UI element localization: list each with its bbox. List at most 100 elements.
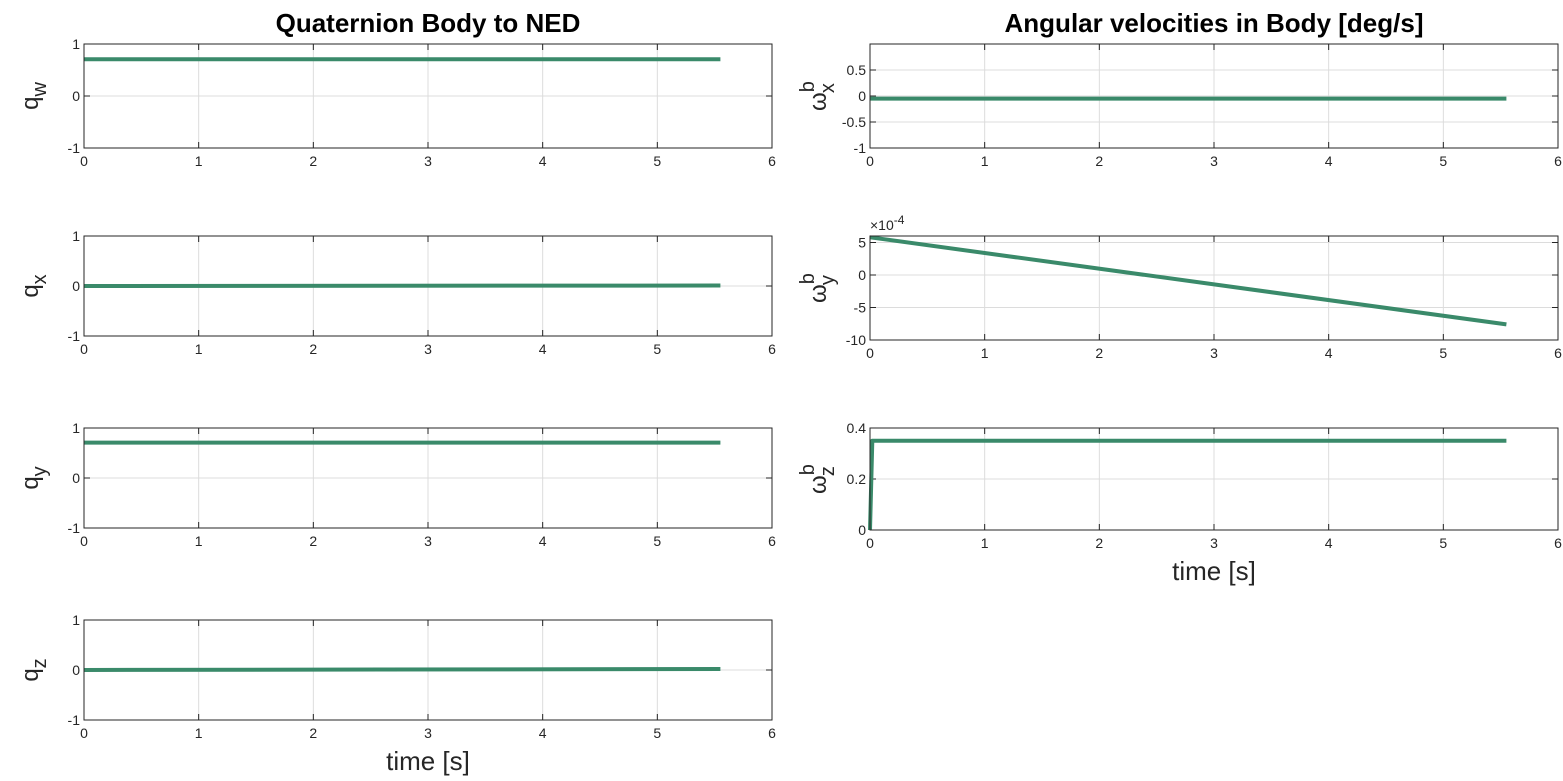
x-tick-label: 2 [309,725,317,741]
x-tick-label: 5 [653,533,661,549]
x-tick-label: 5 [653,725,661,741]
x-tick-label: 4 [1325,535,1333,551]
y-tick-label: -1 [68,140,81,156]
x-tick-label: 3 [424,533,432,549]
x-tick-label: 2 [309,533,317,549]
y-tick-label: 1 [72,612,80,628]
x-tick-label: 2 [309,341,317,357]
y-tick-label: -10 [846,332,866,348]
axes-box [83,43,773,149]
axes-box [869,427,1559,531]
x-tick-label: 0 [866,535,874,551]
y-exponent-label: ×10-4 [870,213,905,233]
x-tick-label: 2 [1095,535,1103,551]
x-tick-label: 3 [424,153,432,169]
y-axis-label: qw [17,82,51,110]
x-tick-label: 1 [195,533,203,549]
x-tick-label: 4 [1325,345,1333,361]
x-tick-label: 3 [424,341,432,357]
x-axis-label: time [s] [386,746,470,776]
x-axis-label: time [s] [1172,556,1256,586]
x-tick-label: 0 [80,725,88,741]
y-tick-label: 1 [72,36,80,52]
x-tick-label: 5 [1439,153,1447,169]
x-tick-label: 6 [1554,535,1562,551]
y-tick-label: 0 [72,278,80,294]
x-tick-label: 3 [1210,153,1218,169]
x-tick-label: 0 [866,345,874,361]
series-line [83,667,721,672]
x-tick-label: 6 [768,533,776,549]
subplot-title: Angular velocities in Body [deg/s] [1005,8,1424,38]
x-tick-label: 1 [981,535,989,551]
y-tick-label: 0 [72,662,80,678]
y-tick-label: 1 [72,228,80,244]
series-line [868,438,1507,531]
x-tick-label: 3 [424,725,432,741]
y-tick-label: 0 [858,88,866,104]
x-tick-label: 5 [653,341,661,357]
subplot-5: 0 1 2 3 4 5 6 -1 -0.5 0 0.5 Angular velocities in B… [797,8,1562,169]
x-tick-label: 0 [80,153,88,169]
x-tick-label: 6 [1554,345,1562,361]
y-tick-label: -1 [854,140,867,156]
y-axis-label: ωbx [797,81,839,111]
x-tick-label: 6 [768,153,776,169]
y-axis-label: qx [17,274,51,297]
subplot-title: Quaternion Body to NED [276,8,581,38]
axes-box [869,43,1559,149]
y-tick-label: 0 [72,470,80,486]
x-tick-label: 6 [768,341,776,357]
x-tick-label: 3 [1210,345,1218,361]
x-tick-label: 0 [80,533,88,549]
y-tick-label: 0 [858,522,866,538]
x-tick-label: 1 [981,345,989,361]
x-tick-label: 4 [539,153,547,169]
y-tick-label: -1 [68,520,81,536]
y-tick-label: 0 [72,88,80,104]
x-tick-label: 1 [195,153,203,169]
y-tick-label: -1 [68,328,81,344]
y-tick-label: 5 [858,235,866,251]
x-tick-label: 0 [80,341,88,357]
x-tick-label: 6 [768,725,776,741]
y-tick-label: 0.5 [847,62,867,78]
x-tick-label: 4 [539,341,547,357]
x-tick-label: 1 [195,341,203,357]
axes-box [83,427,773,529]
y-axis-label: qy [17,466,51,489]
x-tick-label: 5 [1439,535,1447,551]
y-tick-label: -0.5 [842,114,866,130]
x-tick-label: 5 [1439,345,1447,361]
x-tick-label: 4 [539,533,547,549]
x-tick-label: 0 [866,153,874,169]
x-tick-label: 4 [539,725,547,741]
series-line [869,235,1507,327]
x-tick-label: 1 [981,153,989,169]
axes-box [83,619,773,721]
x-tick-label: 4 [1325,153,1333,169]
axes-box [869,235,1559,341]
y-axis-label: ωbz [797,464,839,494]
subplot-7: 0 1 2 3 4 5 6 0 0.2 0.4 time [s] ωbz [797,420,1562,586]
axes-box [83,235,773,337]
y-tick-label: 0.2 [847,471,867,487]
y-tick-label: 0.4 [847,420,867,436]
x-tick-label: 6 [1554,153,1562,169]
x-tick-label: 2 [309,153,317,169]
series-line [83,283,721,288]
y-tick-label: -5 [854,300,867,316]
y-axis-label: qz [17,658,51,681]
y-tick-label: 1 [72,420,80,436]
y-tick-label: 0 [858,267,866,283]
y-axis-label: ωby [797,273,839,303]
x-tick-label: 2 [1095,153,1103,169]
y-tick-label: -1 [68,712,81,728]
x-tick-label: 2 [1095,345,1103,361]
